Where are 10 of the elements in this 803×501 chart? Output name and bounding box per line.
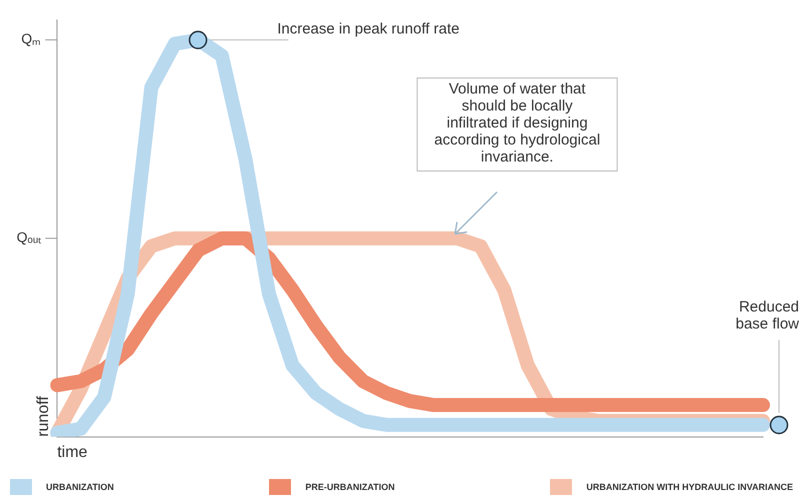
annotation: Volume of water that should be locally infiltrated if designing according to hydrological invariance.	[434, 80, 600, 166]
legend-label: URBANIZATION	[46, 482, 114, 492]
annotation: Reduced base flow	[736, 298, 800, 333]
y-axis-title: runoff	[35, 396, 52, 437]
legend-label: PRE-URBANIZATION	[305, 482, 395, 492]
text: Qₘ	[21, 30, 42, 47]
x-axis-title: time	[57, 444, 88, 461]
text: Increase in peak runoff rate	[277, 20, 460, 38]
legend-label: URBANIZATION WITH HYDRAULIC INVARIANCE	[586, 482, 793, 492]
text: Qₒᵤₜ	[16, 229, 42, 246]
